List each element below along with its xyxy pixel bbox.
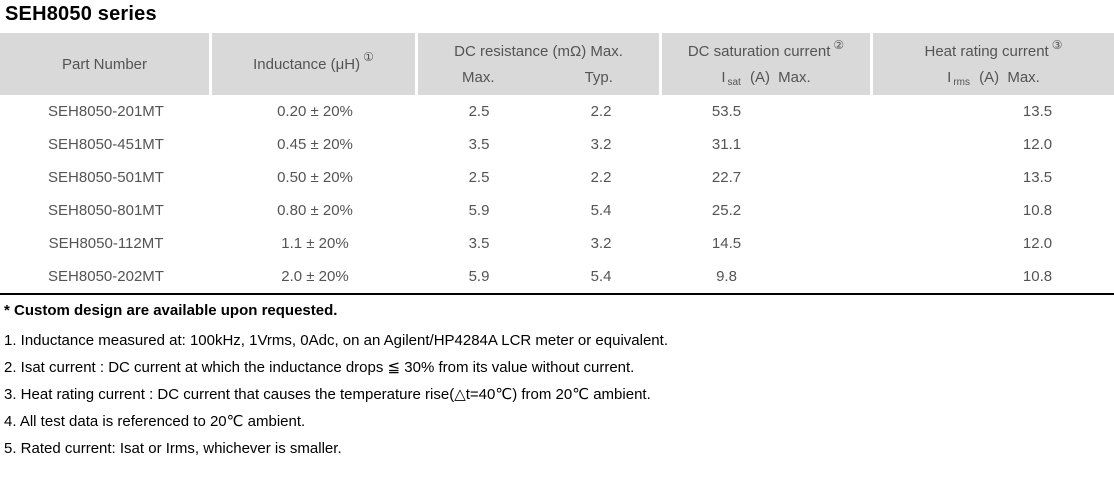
isat-symbol-i: I <box>721 69 726 86</box>
col-header-dc-resistance: DC resistance (mΩ) Max. Max. Typ. <box>418 33 662 95</box>
col-header-dc-resistance-label: DC resistance (mΩ) Max. <box>454 43 623 60</box>
cell-inductance: 0.20 ± 20% <box>277 103 353 120</box>
isat-symbol-sub: sat <box>727 77 741 88</box>
col-header-heat-label-line: Heat rating current ③ <box>873 36 1114 65</box>
footnote-4: 4. All test data is referenced to 20℃ am… <box>4 413 306 430</box>
cell-inductance: 0.45 ± 20% <box>277 136 353 153</box>
note-ref-1-marker: ① <box>363 50 374 64</box>
cell-dcr-typ: 5.4 <box>590 268 612 285</box>
cell-part-number: SEH8050-501MT <box>48 169 164 186</box>
cell-dcr-max: 5.9 <box>468 202 490 219</box>
spec-table: Part Number Inductance (μH) ① DC resistan… <box>0 33 1114 295</box>
cell-part-number: SEH8050-801MT <box>48 202 164 219</box>
cell-dcr-typ: 3.2 <box>590 136 612 153</box>
irms-symbol-units: (A) Max. <box>979 69 1040 86</box>
cell-dcr-max: 2.5 <box>468 169 490 186</box>
table-row: SEH8050-501MT 0.50 ± 20% 2.5 2.2 22.7 13… <box>0 161 1114 194</box>
cell-irms: 10.8 <box>1022 202 1053 219</box>
cell-isat: 9.8 <box>716 268 737 285</box>
footnote-3: 3. Heat rating current : DC current that… <box>4 386 651 403</box>
col-header-saturation-label: DC saturation current <box>687 43 831 60</box>
footnote-5: 5. Rated current: Isat or Irms, whicheve… <box>4 440 342 457</box>
cell-dcr-max: 2.5 <box>468 103 490 120</box>
table-row: SEH8050-202MT 2.0 ± 20% 5.9 5.4 9.8 10.8 <box>0 260 1114 293</box>
cell-part-number: SEH8050-202MT <box>48 268 164 285</box>
cell-part-number: SEH8050-451MT <box>48 136 164 153</box>
table-body: SEH8050-201MT 0.20 ± 20% 2.5 2.2 53.5 13… <box>0 95 1114 293</box>
irms-symbol-i: I <box>947 69 952 86</box>
cell-dcr-max: 5.9 <box>468 268 490 285</box>
table-row: SEH8050-112MT 1.1 ± 20% 3.5 3.2 14.5 12.… <box>0 227 1114 260</box>
note-ref-3-marker: ③ <box>1051 38 1063 52</box>
col-header-heat-label: Heat rating current <box>924 43 1049 60</box>
cell-inductance: 2.0 ± 20% <box>281 268 349 285</box>
cell-inductance: 0.50 ± 20% <box>277 169 353 186</box>
cell-isat: 22.7 <box>711 169 742 186</box>
cell-isat: 14.5 <box>711 235 742 252</box>
cell-dcr-max: 3.5 <box>468 235 490 252</box>
footnote-2: 2. Isat current : DC current at which th… <box>4 359 635 376</box>
note-ref-2-marker: ② <box>833 38 845 52</box>
cell-dcr-typ: 3.2 <box>590 235 612 252</box>
cell-isat: 31.1 <box>711 136 742 153</box>
cell-dcr-typ: 2.2 <box>590 169 612 186</box>
subcol-header-typ: Typ. <box>584 69 613 86</box>
table-header-row: Part Number Inductance (μH) ① DC resistan… <box>0 33 1114 95</box>
col-header-part-number-label: Part Number <box>61 55 148 73</box>
cell-part-number: SEH8050-201MT <box>48 103 164 120</box>
footnotes-section: * Custom design are available upon reque… <box>4 299 1110 462</box>
col-header-inductance: Inductance (μH) ① <box>212 33 418 95</box>
cell-dcr-typ: 5.4 <box>590 202 612 219</box>
cell-part-number: SEH8050-112MT <box>48 235 164 252</box>
cell-dcr-typ: 2.2 <box>590 103 612 120</box>
cell-isat: 25.2 <box>711 202 742 219</box>
cell-inductance: 1.1 ± 20% <box>281 235 349 252</box>
dc-resistance-subheaders: Max. Typ. <box>418 65 659 92</box>
cell-irms: 12.0 <box>1022 136 1053 153</box>
footnote-1: 1. Inductance measured at: 100kHz, 1Vrms… <box>4 332 668 349</box>
cell-irms: 12.0 <box>1022 235 1053 252</box>
table-row: SEH8050-201MT 0.20 ± 20% 2.5 2.2 53.5 13… <box>0 95 1114 128</box>
cell-irms: 13.5 <box>1022 169 1053 186</box>
isat-symbol-units: (A) Max. <box>750 69 811 86</box>
cell-isat: 53.5 <box>711 103 742 120</box>
irms-symbol-sub: rms <box>953 77 970 88</box>
cell-dcr-max: 3.5 <box>468 136 490 153</box>
col-header-part-number: Part Number <box>0 33 212 95</box>
cell-irms: 10.8 <box>1022 268 1053 285</box>
cell-irms: 13.5 <box>1022 103 1053 120</box>
subcol-header-max: Max. <box>461 69 495 86</box>
col-header-inductance-label: Inductance (μH) <box>253 55 361 73</box>
table-row: SEH8050-801MT 0.80 ± 20% 5.9 5.4 25.2 10… <box>0 194 1114 227</box>
cell-inductance: 0.80 ± 20% <box>277 202 353 219</box>
table-row: SEH8050-451MT 0.45 ± 20% 3.5 3.2 31.1 12… <box>0 128 1114 161</box>
col-header-saturation-label-line: DC saturation current ② <box>662 36 870 65</box>
page-title: SEH8050 series <box>5 3 157 25</box>
custom-design-note: * Custom design are available upon reque… <box>4 302 338 319</box>
